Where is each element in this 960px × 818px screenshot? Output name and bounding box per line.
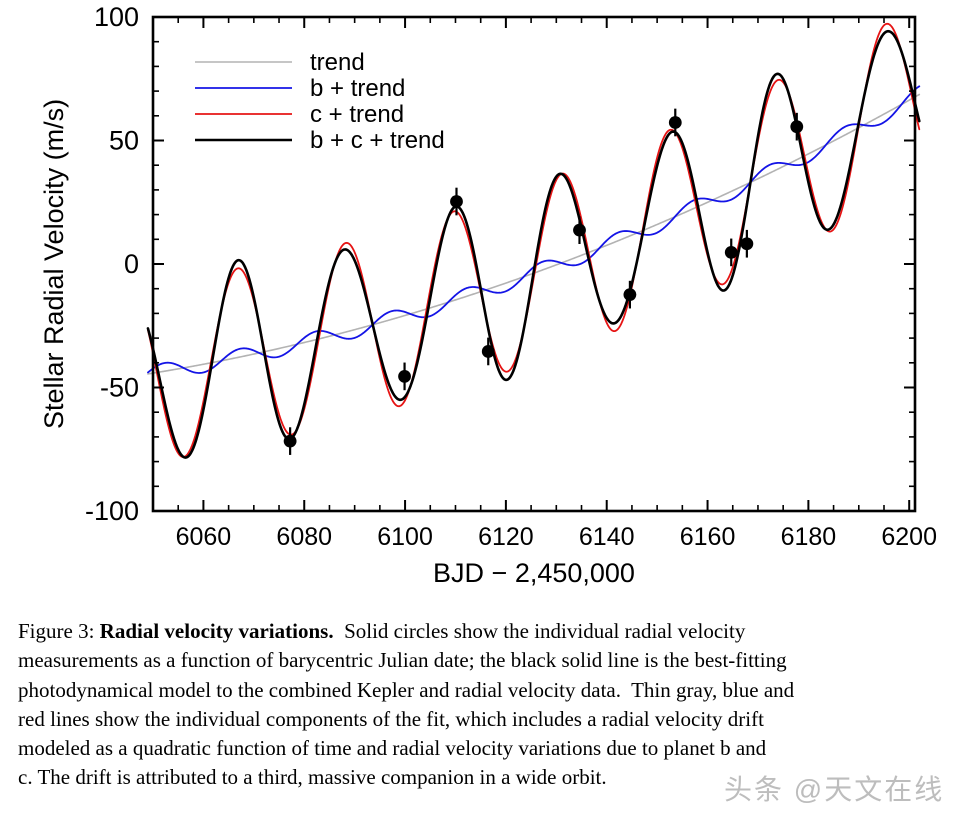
- svg-text:Stellar Radial Velocity (m/s): Stellar Radial Velocity (m/s): [39, 99, 69, 429]
- svg-text:c + trend: c + trend: [310, 101, 404, 128]
- svg-text:6140: 6140: [579, 523, 635, 551]
- svg-text:50: 50: [109, 126, 139, 156]
- svg-text:0: 0: [124, 249, 139, 279]
- svg-text:6120: 6120: [478, 523, 534, 551]
- svg-text:6060: 6060: [176, 523, 232, 551]
- svg-text:BJD − 2,450,000: BJD − 2,450,000: [433, 558, 635, 588]
- svg-text:6160: 6160: [680, 523, 736, 551]
- svg-text:6180: 6180: [781, 523, 837, 551]
- svg-text:trend: trend: [310, 49, 365, 76]
- svg-text:6100: 6100: [377, 523, 433, 551]
- svg-text:6200: 6200: [881, 523, 937, 551]
- svg-text:100: 100: [94, 2, 139, 32]
- svg-text:b + c + trend: b + c + trend: [310, 127, 445, 154]
- svg-text:6080: 6080: [276, 523, 332, 551]
- svg-text:b + trend: b + trend: [310, 75, 405, 102]
- svg-text:-50: -50: [100, 373, 139, 403]
- svg-text:-100: -100: [85, 496, 139, 526]
